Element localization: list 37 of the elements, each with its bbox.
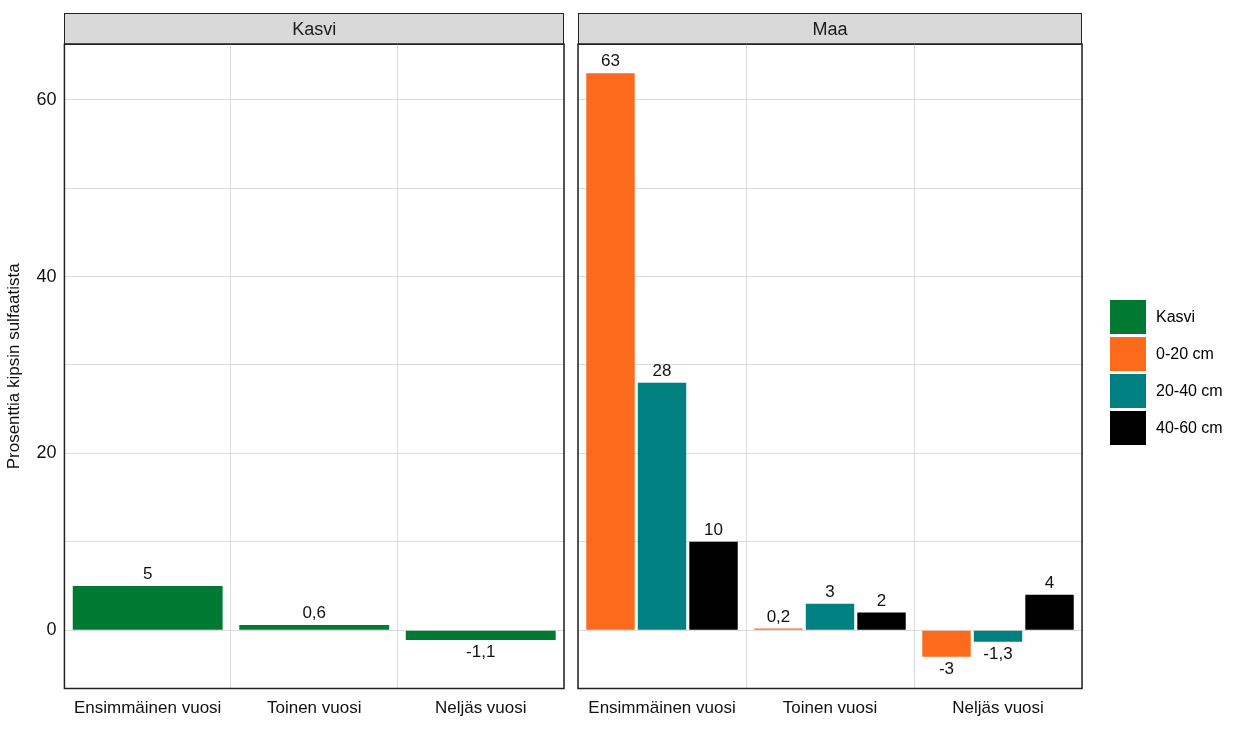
data-label: 4 <box>1044 573 1055 593</box>
y-tick-label: 60 <box>36 88 57 109</box>
x-tick-label: Toinen vuosi <box>266 698 362 718</box>
data-label: 2 <box>876 590 887 610</box>
data-label: 10 <box>704 520 723 540</box>
y-tick-label: 0 <box>46 619 57 640</box>
data-label: 0,6 <box>302 603 327 623</box>
x-tick-label: Neljäs vuosi <box>952 698 1044 718</box>
data-label: 5 <box>142 564 153 584</box>
legend-label: 40-60 cm <box>1156 418 1223 437</box>
bar <box>805 603 855 630</box>
bar <box>1025 594 1074 630</box>
chart-title: Kasvi <box>64 13 564 45</box>
y-tick-label: 20 <box>36 442 57 463</box>
legend-label: Kasvi <box>1156 307 1196 326</box>
y-tick-label: 40 <box>36 265 57 286</box>
bar <box>689 541 738 630</box>
bar <box>586 73 635 630</box>
data-label: -3 <box>938 658 955 678</box>
bar <box>637 382 687 630</box>
x-tick-label: Ensimmäinen vuosi <box>588 698 736 718</box>
data-label: 63 <box>601 51 620 71</box>
chart-title: Maa <box>578 13 1082 45</box>
data-label: 3 <box>825 581 835 601</box>
data-label: 0,2 <box>766 606 791 626</box>
x-tick-label: Neljäs vuosi <box>434 698 527 718</box>
bar <box>857 612 906 630</box>
legend-label: 0-20 cm <box>1156 344 1214 363</box>
x-tick-label: Ensimmäinen vuosi <box>73 698 222 718</box>
bar <box>922 630 971 657</box>
y-axis-title: Prosenttia kipsin sulfaatista <box>3 262 23 470</box>
data-label: 28 <box>652 360 672 380</box>
x-tick-label: Toinen vuosi <box>782 698 878 718</box>
legend-label: 20-40 cm <box>1156 381 1223 400</box>
data-label: -1,1 <box>466 642 496 662</box>
data-label: -1,3 <box>983 643 1013 663</box>
bar <box>973 630 1023 642</box>
